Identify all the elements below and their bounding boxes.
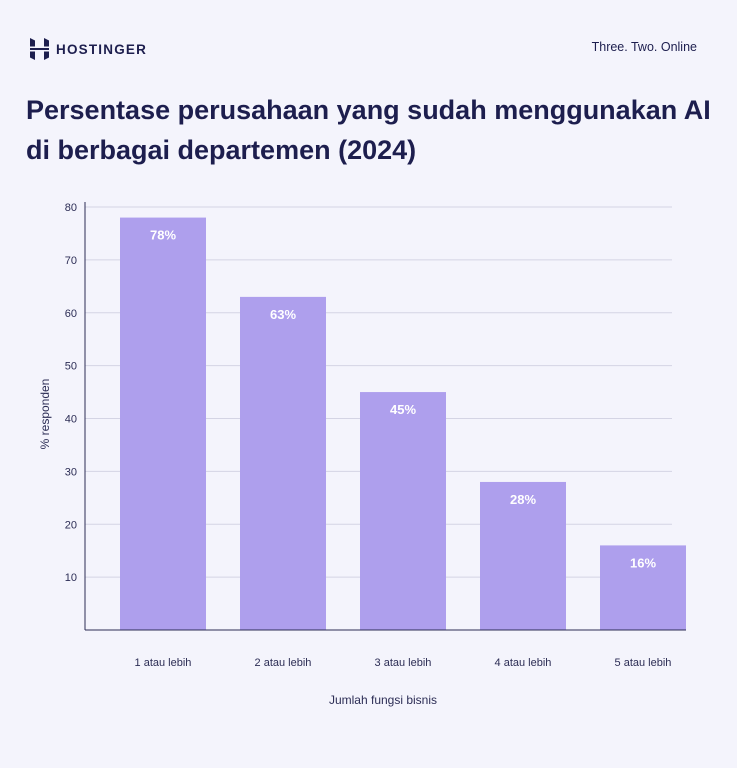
category-label-4: 4 atau lebih bbox=[495, 657, 552, 669]
tagline: Three. Two. Online bbox=[591, 40, 697, 54]
data-labels: 78% 63% 45% 28% 16% bbox=[150, 228, 656, 571]
y-tick-label-20: 20 bbox=[65, 519, 77, 531]
y-tick-label-40: 40 bbox=[65, 414, 77, 426]
bar-4 bbox=[480, 481, 566, 630]
hostinger-logo-icon bbox=[30, 38, 49, 60]
y-tick-label-70: 70 bbox=[65, 255, 77, 267]
y-tick-label-60: 60 bbox=[65, 308, 77, 320]
y-tick-label-30: 30 bbox=[65, 466, 77, 478]
bar-1 bbox=[120, 217, 206, 630]
bar-5 bbox=[600, 545, 686, 630]
data-label-4: 28% bbox=[510, 492, 536, 507]
y-tick-label-10: 10 bbox=[65, 572, 77, 584]
data-label-1: 78% bbox=[150, 228, 176, 243]
category-label-1: 1 atau lebih bbox=[135, 657, 192, 669]
bars bbox=[120, 217, 686, 630]
data-label-2: 63% bbox=[270, 307, 296, 322]
category-label-5: 5 atau lebih bbox=[615, 657, 672, 669]
page-title: Persentase perusahaan yang sudah menggun… bbox=[26, 95, 711, 165]
category-label-3: 3 atau lebih bbox=[375, 657, 432, 669]
brand[interactable]: HOSTINGER bbox=[30, 38, 147, 60]
header: HOSTINGER Three. Two. Online bbox=[30, 38, 697, 64]
x-axis-title: Jumlah fungsi bisnis bbox=[329, 693, 437, 707]
data-label-3: 45% bbox=[390, 402, 416, 417]
category-labels: 1 atau lebih 2 atau lebih 3 atau lebih 4 at… bbox=[135, 657, 672, 669]
y-tick-label-80: 80 bbox=[65, 202, 77, 214]
data-label-5: 16% bbox=[630, 555, 656, 570]
category-label-2: 2 atau lebih bbox=[255, 657, 312, 669]
y-axis-title: % responden bbox=[38, 379, 52, 450]
bar-3 bbox=[360, 392, 446, 630]
bar-2 bbox=[240, 296, 326, 630]
brand-name: HOSTINGER bbox=[56, 41, 148, 57]
y-tick-labels: 10 20 30 40 50 60 70 80 bbox=[65, 202, 77, 584]
y-tick-label-50: 50 bbox=[65, 361, 77, 373]
